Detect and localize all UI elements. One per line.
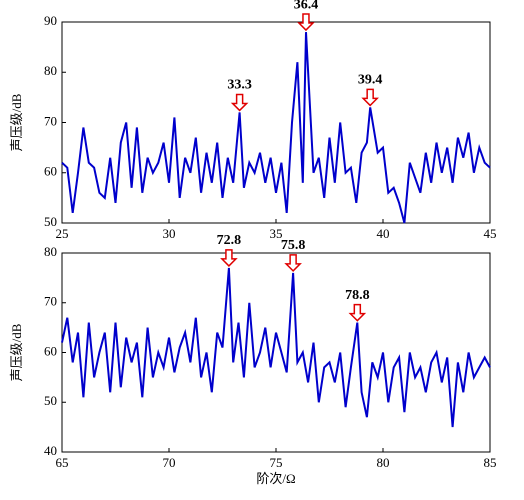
annotation-label: 75.8: [281, 238, 306, 253]
annotation-label: 36.4: [294, 0, 319, 12]
y-axis-label: 声压级/dB: [9, 93, 24, 151]
annotation-arrow: [284, 254, 302, 272]
x-tick-label: 80: [377, 455, 390, 470]
y-tick-label: 50: [44, 214, 57, 229]
annotation: 78.8: [345, 288, 370, 322]
annotation-label: 72.8: [217, 233, 242, 248]
annotation-label: 78.8: [345, 288, 370, 303]
y-tick-label: 60: [44, 164, 57, 179]
x-tick-label: 35: [270, 226, 283, 241]
annotation-arrow: [220, 249, 238, 267]
data-line: [61, 267, 491, 428]
annotation-arrow: [230, 93, 249, 112]
y-tick-label: 50: [44, 393, 57, 408]
x-axis-label: 阶次/Ω: [256, 471, 295, 486]
annotation-label: 33.3: [227, 78, 252, 93]
y-tick-label: 90: [44, 13, 57, 28]
annotation-arrow: [297, 13, 315, 32]
x-tick-label: 40: [377, 226, 390, 241]
y-tick-label: 70: [44, 113, 57, 128]
x-tick-label: 75: [270, 455, 283, 470]
x-tick-label: 30: [163, 226, 176, 241]
y-tick-label: 70: [44, 294, 57, 309]
annotation: 39.4: [358, 73, 383, 107]
y-tick-label: 80: [44, 63, 57, 78]
annotation-arrow: [361, 88, 379, 107]
annotation: 75.8: [281, 238, 306, 272]
annotation: 72.8: [217, 233, 242, 267]
y-tick-label: 40: [44, 443, 57, 458]
data-line: [61, 32, 491, 224]
y-tick-label: 60: [44, 343, 57, 358]
y-tick-label: 80: [44, 244, 57, 259]
annotation-label: 39.4: [358, 73, 383, 88]
plot-frame: [61, 252, 491, 453]
annotation-arrow: [348, 303, 367, 322]
x-tick-label: 85: [484, 455, 497, 470]
y-axis-label: 声压级/dB: [9, 323, 24, 381]
x-tick-label: 65: [56, 455, 69, 470]
x-tick-label: 45: [484, 226, 497, 241]
x-tick-label: 25: [56, 226, 69, 241]
annotation: 36.4: [294, 0, 319, 32]
x-tick-label: 70: [163, 455, 176, 470]
annotation: 33.3: [227, 78, 252, 112]
